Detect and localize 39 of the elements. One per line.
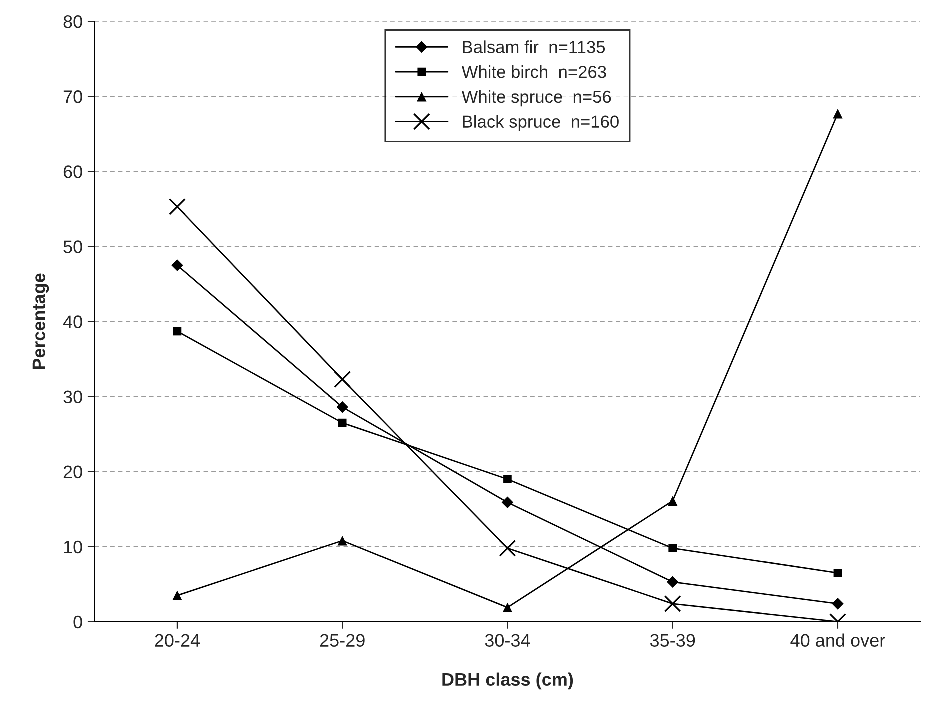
y-tick-label: 30	[64, 390, 82, 404]
point	[833, 109, 843, 119]
x-tick-label: 30-34	[485, 634, 530, 648]
point	[338, 418, 347, 428]
y-tick-label: 70	[64, 90, 82, 104]
x-tick-label: 20-24	[155, 634, 200, 648]
point	[168, 198, 186, 216]
y-tick-label: 80	[64, 16, 82, 28]
y-tick-label: 50	[64, 240, 82, 254]
point	[504, 475, 512, 484]
legend-label: Balsam fir n=1135	[463, 40, 606, 54]
x-tick-label: 25-29	[320, 634, 365, 648]
point	[832, 598, 844, 610]
point	[336, 401, 348, 414]
x-axis-title: DBH class (cm)	[442, 672, 574, 690]
point	[338, 536, 348, 546]
point	[664, 595, 682, 612]
point	[666, 576, 679, 588]
point	[834, 568, 842, 578]
point	[173, 327, 182, 336]
point	[502, 496, 514, 509]
legend-label: Black spruce n=160	[463, 115, 619, 132]
point	[172, 260, 184, 272]
y-tick-label: 60	[64, 166, 82, 178]
point	[502, 602, 513, 613]
y-tick-label: 10	[64, 540, 82, 554]
point	[499, 540, 516, 557]
y-tick-label: 40	[63, 316, 82, 328]
y-axis-title: Percentage	[32, 274, 50, 370]
legend-label: White spruce n=56	[462, 90, 612, 107]
point	[172, 590, 182, 601]
legend-label: White birch n=263	[462, 66, 606, 78]
point	[668, 544, 678, 553]
y-tick-label: 20	[64, 466, 82, 479]
point	[334, 371, 352, 388]
y-tick-label: 0	[74, 616, 82, 629]
point	[668, 496, 678, 506]
x-tick-label: 40 and over	[790, 634, 886, 648]
x-tick-label: 35-39	[650, 634, 696, 648]
